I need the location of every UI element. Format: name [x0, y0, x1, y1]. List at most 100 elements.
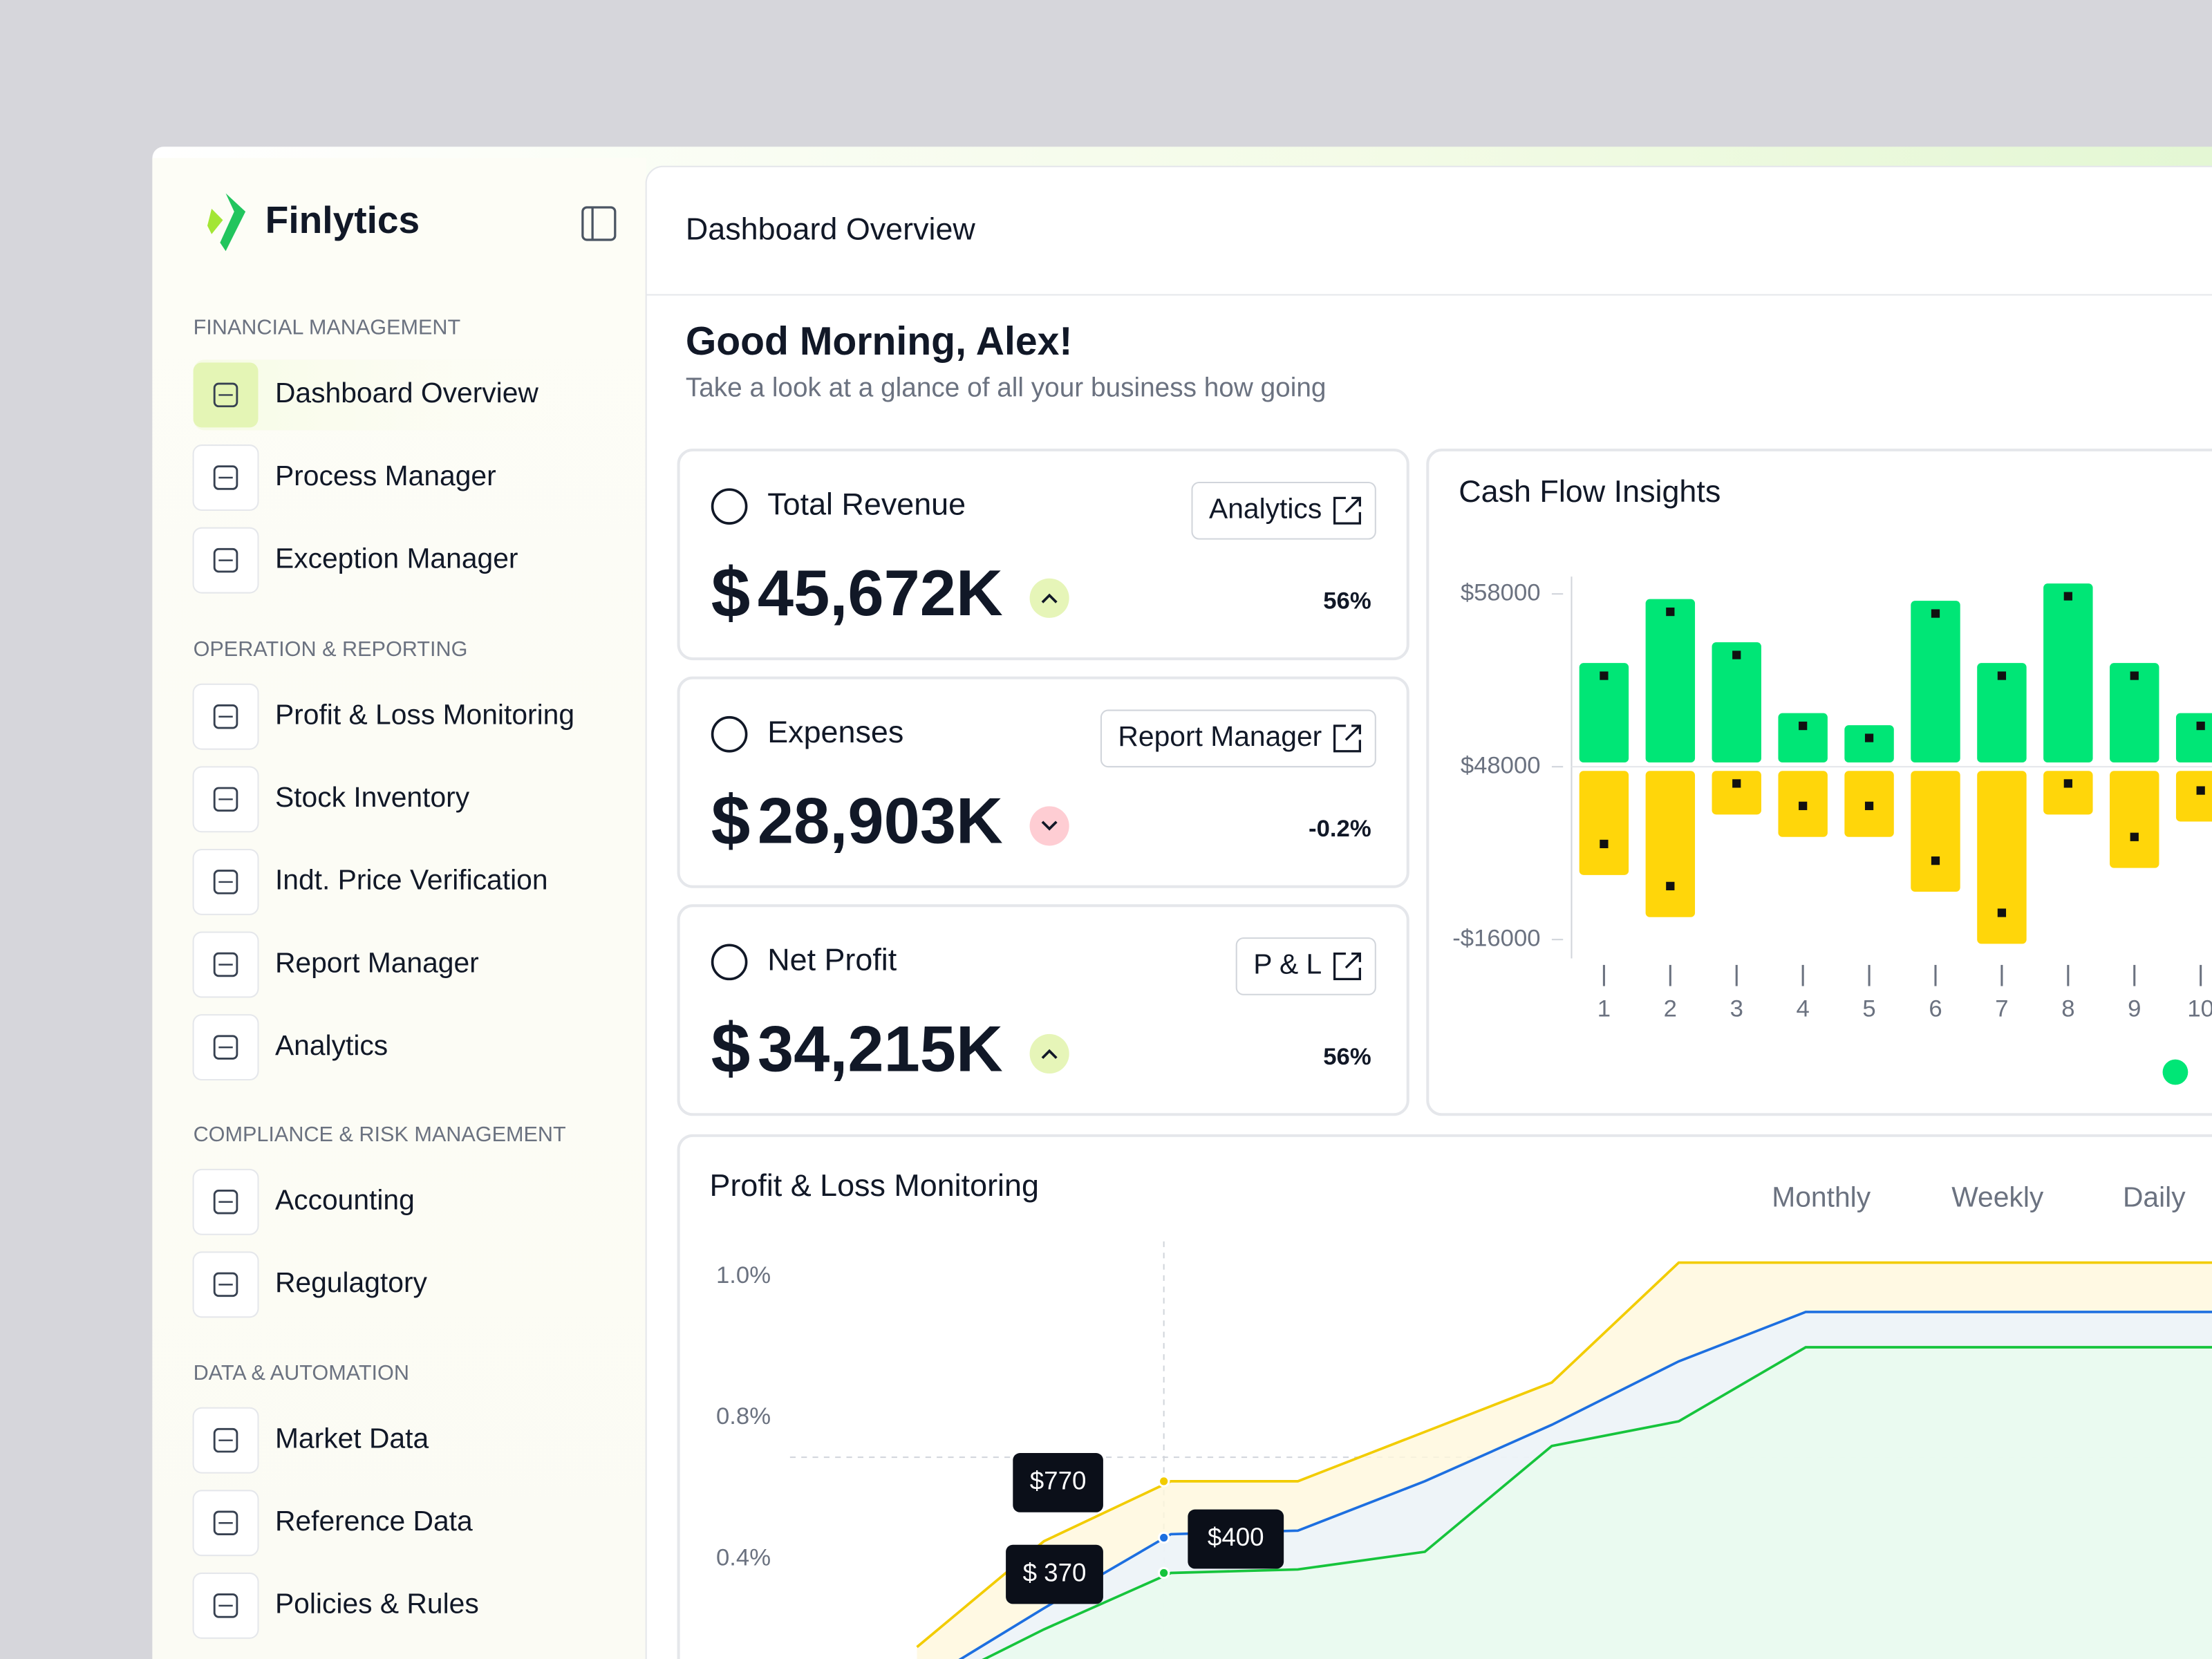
stat-title: Total Revenue [767, 487, 966, 522]
active-highlight [193, 359, 617, 431]
nav-item[interactable]: Policies & Rules [192, 1572, 479, 1639]
bar-marker [1666, 607, 1675, 617]
tooltip-box [1188, 1509, 1284, 1569]
nav-item[interactable]: Accounting [192, 1168, 415, 1235]
bar [1911, 771, 1960, 892]
stat-amount: 34,215K [758, 1012, 1003, 1085]
nav-label: Indt. Price Verification [275, 864, 548, 896]
greeting: Good Morning, Alex! [686, 319, 1073, 364]
x-tick-label: 6 [1929, 995, 1942, 1022]
y-tick-label: -$16000 [1452, 925, 1540, 951]
stat-button-label: Analytics [1209, 493, 1322, 525]
period-tab[interactable]: Daily [2123, 1181, 2186, 1212]
nav-item[interactable]: Regulagtory [192, 1251, 428, 1318]
nav-item[interactable]: Report Manager [192, 931, 479, 998]
trend-badge [1029, 1033, 1069, 1074]
nav-icon [213, 1035, 238, 1060]
period-tab[interactable]: Weekly [1951, 1181, 2044, 1212]
stat-button[interactable]: Report Manager [1100, 709, 1376, 768]
stat-amount: 45,672K [758, 556, 1003, 629]
bar [1579, 663, 1629, 763]
x-tick-label: 10 [2187, 995, 2212, 1022]
nav-icon [213, 787, 238, 812]
nav-label: Profit & Loss Monitoring [275, 699, 574, 731]
bar [1645, 599, 1696, 763]
bar-marker [1600, 671, 1609, 680]
y-tick-label: $58000 [1461, 579, 1541, 606]
nav-item[interactable]: Market Data [192, 1407, 429, 1474]
bar-marker [2063, 592, 2072, 601]
collapse-button[interactable] [581, 206, 617, 241]
nav-item[interactable]: Process Manager [192, 444, 496, 511]
nav-item[interactable]: Exception Manager [192, 527, 518, 594]
stat-icon [711, 944, 748, 981]
nav-item[interactable]: Dashboard Overview [193, 359, 617, 431]
stat-button[interactable]: Analytics [1191, 481, 1376, 540]
x-tick-label: 2 [1664, 995, 1677, 1022]
bar [1977, 771, 2027, 944]
nav-icon [213, 547, 238, 573]
bar-marker [2196, 721, 2205, 731]
stat-icon [711, 488, 748, 525]
bar [2175, 771, 2212, 822]
nav-item[interactable]: Reference Data [192, 1490, 473, 1557]
area [984, 1347, 2212, 1659]
nav-icon [213, 1510, 238, 1536]
y-tick-label: 1.0% [716, 1262, 771, 1288]
stat-title: Expenses [767, 714, 903, 749]
cash-flow-title: Cash Flow Insights [1459, 474, 1721, 509]
x-tick-label: 5 [1862, 995, 1875, 1022]
bar-marker [1997, 908, 2007, 917]
bar [1579, 771, 1629, 875]
nav-item[interactable]: Profit & Loss Monitoring [192, 683, 574, 750]
trend-arrow [1041, 821, 1058, 831]
bar [2110, 663, 2159, 763]
stat-card [677, 904, 1409, 1116]
nav-label: Market Data [275, 1422, 429, 1454]
line [958, 1311, 2212, 1659]
bar-marker [1931, 609, 1940, 618]
bar [1645, 771, 1696, 917]
stat-currency: $ [711, 1009, 751, 1087]
pnl-title: Profit & Loss Monitoring [710, 1168, 1039, 1203]
period-tab[interactable]: Monthly [1772, 1181, 1871, 1212]
bar [1911, 601, 1960, 763]
page-title: Dashboard Overview [686, 212, 976, 247]
stat-button[interactable]: P & L [1235, 937, 1376, 995]
bar-marker [2130, 671, 2139, 680]
trend-arrow [1041, 1049, 1058, 1059]
bar-marker [1997, 671, 2007, 680]
section-heading: COMPLIANCE & RISK MANAGEMENT [194, 1123, 566, 1146]
bar-marker [1666, 881, 1675, 890]
stat-change: 56% [1323, 1044, 1371, 1070]
bar [2043, 771, 2093, 815]
nav-label: Policies & Rules [275, 1588, 479, 1620]
y-tick-label: $48000 [1461, 752, 1541, 778]
nav-label: Regulagtory [275, 1266, 428, 1298]
bar [2175, 713, 2212, 763]
bar-marker [1600, 839, 1609, 849]
nav-item[interactable]: Analytics [192, 1014, 388, 1081]
x-tick-label: 7 [1995, 995, 2008, 1022]
x-tick-label: 1 [1597, 995, 1611, 1022]
bar [1977, 663, 2027, 763]
nav-label: Process Manager [275, 460, 496, 491]
hover-point [1158, 1475, 1170, 1488]
brand: Finlytics [265, 198, 420, 241]
bar-marker [1799, 801, 1808, 810]
section-heading: FINANCIAL MANAGEMENT [194, 316, 461, 339]
trend-badge [1029, 578, 1069, 618]
trend-badge [1029, 806, 1069, 846]
nav-item[interactable]: Indt. Price Verification [192, 848, 548, 915]
nav-icon [213, 1427, 238, 1453]
stat-currency: $ [711, 553, 751, 632]
nav-label: Accounting [275, 1184, 415, 1216]
tooltip-box [1006, 1544, 1103, 1604]
bar [2043, 583, 2093, 763]
bar-marker [1732, 779, 1741, 788]
bar [1778, 713, 1828, 763]
generated: FINANCIAL MANAGEMENT Dashboard Overview Pr… [192, 316, 2212, 1659]
nav-item[interactable]: Stock Inventory [192, 766, 470, 833]
nav-label: Analytics [275, 1029, 388, 1061]
